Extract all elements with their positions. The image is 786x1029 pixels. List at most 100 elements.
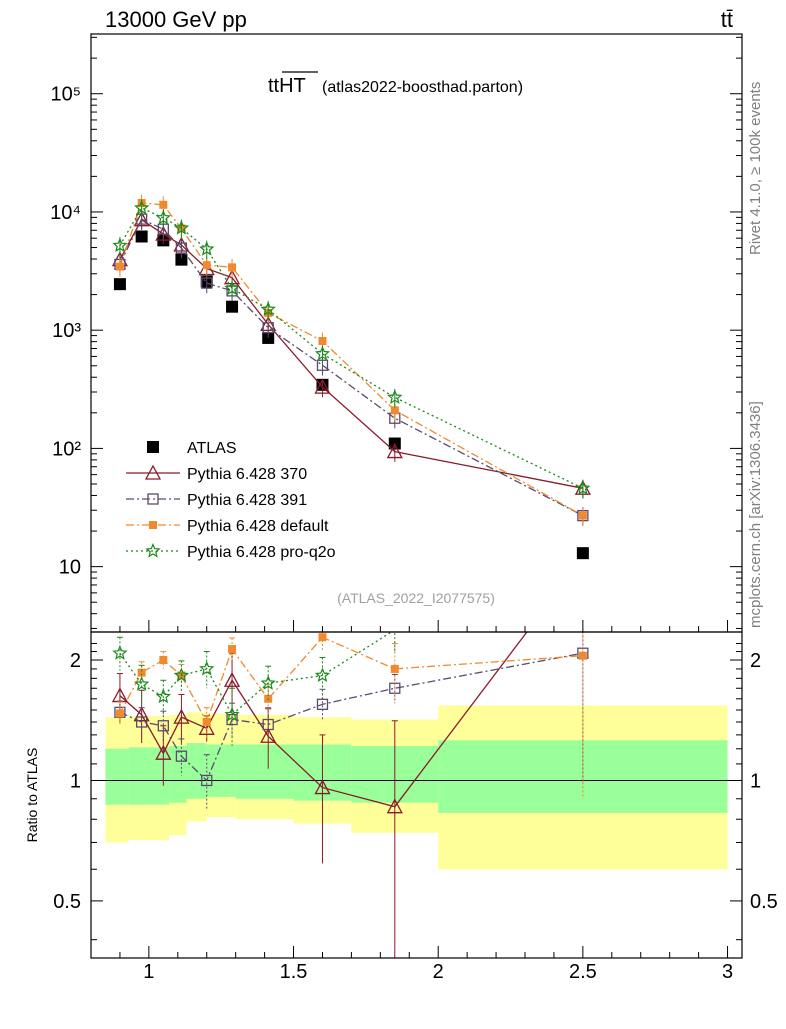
y-tick-label: 10⁴ bbox=[50, 202, 81, 224]
rivet-version-label: Rivet 4.1.0, ≥ 100k events bbox=[747, 82, 764, 255]
chart-title: ttHT (atlas2022-boosthad.parton) bbox=[268, 71, 523, 97]
data-point bbox=[390, 664, 399, 673]
data-point bbox=[202, 718, 211, 727]
data-point bbox=[262, 718, 274, 731]
data-point bbox=[173, 667, 190, 682]
data-point bbox=[260, 301, 276, 316]
data-point bbox=[316, 698, 329, 710]
series-line bbox=[119, 218, 584, 517]
legend-entry: Pythia 6.428 pro-q2o bbox=[126, 542, 336, 561]
data-point bbox=[576, 547, 589, 560]
series-line bbox=[119, 207, 584, 489]
data-point bbox=[159, 200, 168, 209]
x-tick-label: 1 bbox=[143, 961, 154, 983]
ratio-y-tick-label: 1 bbox=[70, 770, 81, 792]
data-point bbox=[318, 633, 327, 642]
ratio-band-green bbox=[105, 748, 129, 805]
data-point bbox=[224, 280, 240, 296]
data-point bbox=[135, 716, 148, 728]
legend-label: ATLAS bbox=[187, 440, 237, 457]
chart-title-sub: (atlas2022-boosthad.parton) bbox=[322, 79, 523, 96]
ratio-y-tick-label-right: 2 bbox=[750, 650, 761, 672]
data-point bbox=[175, 253, 188, 266]
data-point bbox=[260, 675, 276, 690]
ratio-y-tick-label-right: 1 bbox=[750, 770, 761, 792]
main-frame bbox=[90, 33, 743, 633]
data-point bbox=[137, 668, 146, 677]
data-point bbox=[173, 708, 190, 724]
data-point bbox=[314, 667, 331, 682]
data-point bbox=[149, 521, 157, 529]
data-point bbox=[228, 645, 237, 654]
x-tick-label: 2.5 bbox=[569, 961, 597, 983]
data-point bbox=[134, 199, 150, 215]
chart-title-main: ttHT bbox=[268, 75, 306, 97]
data-point bbox=[386, 798, 403, 814]
ratio-series-line bbox=[119, 632, 393, 716]
ratio-series-line bbox=[119, 652, 584, 782]
data-point bbox=[201, 277, 213, 289]
ratio-band-green bbox=[169, 745, 187, 803]
x-tick-label: 2 bbox=[433, 961, 444, 983]
data-point bbox=[260, 727, 277, 743]
data-point bbox=[575, 480, 591, 495]
ratio-y-tick-label-right: 0.5 bbox=[750, 891, 778, 913]
y-tick-label: 10 bbox=[59, 557, 81, 579]
y-tick-label: 10² bbox=[52, 438, 81, 460]
data-point bbox=[199, 241, 215, 256]
x-tick-label: 1.5 bbox=[280, 961, 308, 983]
data-point bbox=[314, 345, 331, 361]
legend-label: Pythia 6.428 370 bbox=[187, 466, 307, 483]
x-tick-label: 3 bbox=[722, 961, 733, 983]
data-point bbox=[199, 660, 215, 676]
header-energy-label: 13000 GeV pp bbox=[105, 7, 247, 32]
data-point bbox=[386, 443, 403, 459]
y-tick-label: 10³ bbox=[52, 320, 81, 342]
data-point bbox=[262, 331, 275, 344]
data-point bbox=[144, 464, 162, 480]
y-tick-label: 10⁵ bbox=[50, 84, 81, 106]
data-point bbox=[155, 209, 172, 225]
data-point bbox=[155, 688, 172, 704]
data-point bbox=[578, 511, 587, 520]
ratio-frame bbox=[90, 631, 743, 959]
data-point bbox=[135, 230, 148, 243]
data-point bbox=[133, 676, 150, 691]
legend-label: Pythia 6.428 391 bbox=[187, 492, 307, 509]
legend-entry: Pythia 6.428 default bbox=[126, 518, 329, 535]
ratio-y-tick-label: 2 bbox=[70, 650, 81, 672]
data-point bbox=[578, 651, 587, 660]
ratio-series-line bbox=[119, 632, 528, 808]
mcplots-label: mcplots.cern.ch [arXiv:1306.3436] bbox=[747, 401, 764, 628]
legend-label: Pythia 6.428 default bbox=[187, 518, 329, 535]
ratio-y-tick-label: 0.5 bbox=[53, 891, 81, 913]
data-point bbox=[112, 645, 128, 660]
series-line bbox=[119, 218, 584, 489]
data-point bbox=[223, 671, 241, 687]
data-point bbox=[157, 720, 169, 732]
ratio-band-green bbox=[235, 744, 294, 799]
data-point bbox=[113, 278, 126, 291]
data-point bbox=[198, 719, 215, 735]
data-point bbox=[159, 656, 168, 665]
legend-entry: Pythia 6.428 391 bbox=[126, 492, 307, 509]
data-point bbox=[115, 262, 124, 271]
data-point bbox=[228, 263, 237, 272]
legend-entry: Pythia 6.428 370 bbox=[126, 464, 307, 483]
data-point bbox=[314, 779, 331, 795]
data-point bbox=[155, 744, 172, 760]
ratio-band-green bbox=[206, 744, 236, 797]
data-point bbox=[224, 706, 240, 722]
data-point bbox=[175, 750, 188, 762]
data-point bbox=[202, 261, 211, 270]
data-point bbox=[145, 542, 161, 558]
data-point bbox=[226, 300, 239, 313]
data-point bbox=[147, 493, 159, 505]
data-point bbox=[173, 220, 190, 235]
legend-label: Pythia 6.428 pro-q2o bbox=[187, 544, 336, 561]
data-point bbox=[318, 337, 327, 346]
ratio-axis-label: Ratio to ATLAS bbox=[24, 748, 40, 843]
analysis-watermark: (ATLAS_2022_I2077575) bbox=[337, 590, 495, 606]
